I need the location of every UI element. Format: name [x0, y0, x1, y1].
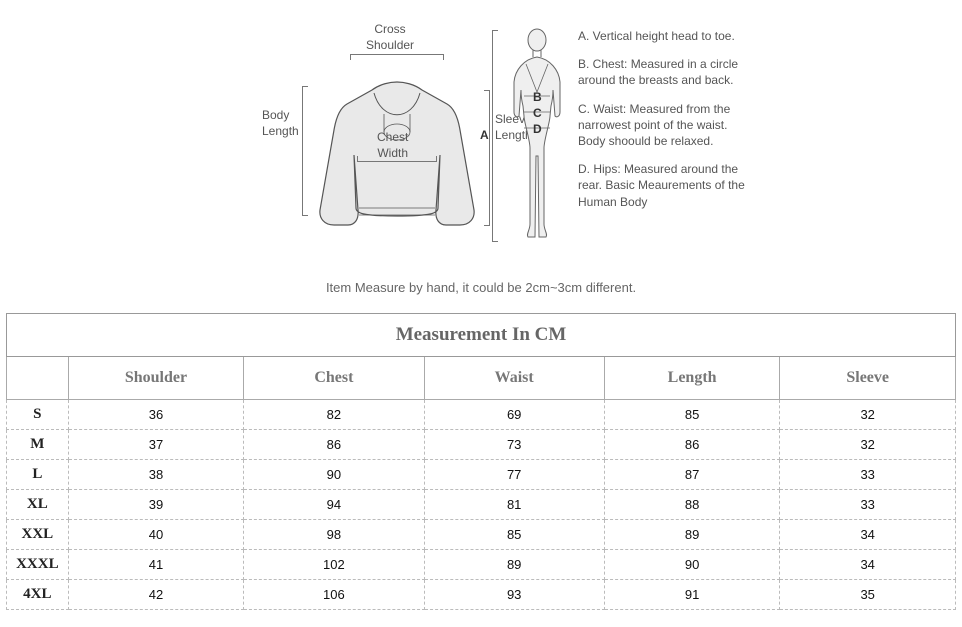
- table-row: XXXL41102899034: [7, 550, 956, 580]
- table-cell: 37: [68, 430, 244, 460]
- table-cell: 91: [604, 580, 780, 610]
- letter-C: C: [533, 106, 542, 120]
- table-row: 4XL42106939135: [7, 580, 956, 610]
- a-height-brace: [492, 30, 498, 242]
- definition-D: D. Hips: Measured around the rear. Basic…: [578, 161, 748, 210]
- table-header-cell: Waist: [424, 357, 604, 400]
- cross-shoulder-label: CrossShoulder: [366, 22, 414, 53]
- letter-B: B: [533, 90, 542, 104]
- table-cell: 32: [780, 430, 956, 460]
- table-cell: 69: [424, 400, 604, 430]
- table-cell: 34: [780, 550, 956, 580]
- table-cell: 98: [244, 520, 424, 550]
- table-cell: 94: [244, 490, 424, 520]
- table-cell: 81: [424, 490, 604, 520]
- table-row: L3890778733: [7, 460, 956, 490]
- table-cell: 88: [604, 490, 780, 520]
- body-length-brace: [302, 86, 308, 216]
- table-cell: 82: [244, 400, 424, 430]
- table-cell: 41: [68, 550, 244, 580]
- chest-width-label: ChestWidth: [377, 130, 408, 161]
- table-row: XL3994818833: [7, 490, 956, 520]
- table-cell: 86: [244, 430, 424, 460]
- table-header-cell: Chest: [244, 357, 424, 400]
- table-body: S3682698532M3786738632L3890778733XL39948…: [7, 400, 956, 610]
- table-header-cell: [7, 357, 69, 400]
- table-header-cell: Length: [604, 357, 780, 400]
- definition-A: A. Vertical height head to toe.: [578, 28, 748, 44]
- table-cell: 85: [604, 400, 780, 430]
- definition-B: B. Chest: Measured in a circle around th…: [578, 56, 748, 88]
- table-cell: L: [7, 460, 69, 490]
- table-cell: 4XL: [7, 580, 69, 610]
- size-chart-table: Measurement In CM ShoulderChestWaistLeng…: [6, 313, 956, 610]
- table-cell: 39: [68, 490, 244, 520]
- definition-C: C. Waist: Measured from the narrowest po…: [578, 101, 748, 150]
- letter-D: D: [533, 122, 542, 136]
- table-cell: 86: [604, 430, 780, 460]
- table-cell: M: [7, 430, 69, 460]
- table-cell: 36: [68, 400, 244, 430]
- table-cell: 33: [780, 460, 956, 490]
- table-title: Measurement In CM: [7, 314, 956, 357]
- table-cell: 102: [244, 550, 424, 580]
- table-cell: 90: [604, 550, 780, 580]
- table-cell: 93: [424, 580, 604, 610]
- body-illustration: [502, 24, 572, 254]
- table-cell: 38: [68, 460, 244, 490]
- table-cell: 32: [780, 400, 956, 430]
- table-cell: 89: [424, 550, 604, 580]
- table-row: S3682698532: [7, 400, 956, 430]
- table-header-cell: Sleeve: [780, 357, 956, 400]
- table-header-row: ShoulderChestWaistLengthSleeve: [7, 357, 956, 400]
- table-header-cell: Shoulder: [68, 357, 244, 400]
- table-cell: 33: [780, 490, 956, 520]
- table-cell: 90: [244, 460, 424, 490]
- table-cell: 89: [604, 520, 780, 550]
- table-cell: 40: [68, 520, 244, 550]
- table-cell: XXXL: [7, 550, 69, 580]
- table-row: XXL4098858934: [7, 520, 956, 550]
- sleeve-length-brace: [484, 90, 490, 226]
- table-cell: S: [7, 400, 69, 430]
- cross-shoulder-brace: [350, 54, 444, 60]
- table-cell: 106: [244, 580, 424, 610]
- table-cell: 35: [780, 580, 956, 610]
- letter-A: A: [480, 128, 489, 142]
- definitions-list: A. Vertical height head to toe. B. Chest…: [578, 28, 748, 222]
- table-cell: XL: [7, 490, 69, 520]
- table-cell: 77: [424, 460, 604, 490]
- table-cell: 73: [424, 430, 604, 460]
- body-length-label: BodyLength: [262, 108, 299, 139]
- table-cell: XXL: [7, 520, 69, 550]
- table-cell: 85: [424, 520, 604, 550]
- table-cell: 42: [68, 580, 244, 610]
- table-cell: 34: [780, 520, 956, 550]
- diagram-area: CrossShoulder BodyLength ChestWidth Slee…: [0, 0, 962, 290]
- table-row: M3786738632: [7, 430, 956, 460]
- table-cell: 87: [604, 460, 780, 490]
